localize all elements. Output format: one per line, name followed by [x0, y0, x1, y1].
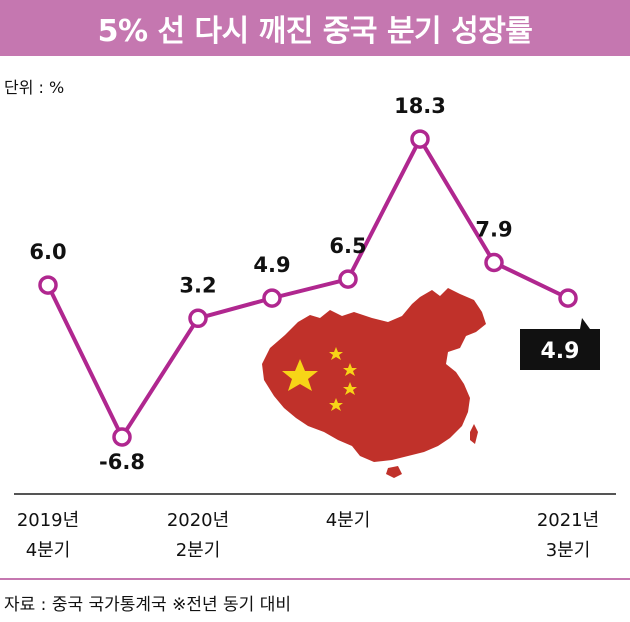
x-tick-label: 3분기	[546, 540, 591, 561]
title-bar: 5% 선 다시 깨진 중국 분기 성장률	[0, 0, 630, 56]
data-point	[338, 269, 358, 289]
small-star-icon	[343, 382, 357, 395]
data-label: 6.5	[329, 234, 366, 258]
large-star-icon	[282, 359, 318, 391]
data-point	[188, 308, 208, 329]
callout-box	[520, 318, 600, 370]
taiwan-island	[470, 424, 478, 444]
data-point	[38, 275, 58, 295]
x-tick-label: 2019년	[17, 510, 79, 531]
unit-label: 단위 : %	[4, 78, 65, 97]
x-tick-label: 4분기	[326, 510, 371, 531]
data-point	[410, 129, 430, 149]
data-label: -6.8	[99, 450, 145, 474]
data-point	[558, 288, 578, 308]
source-note: 자료 : 중국 국가통계국 ※전년 동기 대비	[4, 595, 291, 615]
data-point	[262, 288, 282, 308]
x-tick-label: 2분기	[176, 540, 221, 561]
data-point	[484, 252, 504, 273]
data-label: 4.9	[253, 253, 290, 277]
hainan-island	[386, 466, 402, 478]
china-map-shape	[262, 288, 486, 462]
footer-divider	[0, 578, 630, 580]
callout-label: 4.9	[541, 339, 580, 364]
small-star-icon	[343, 363, 357, 376]
x-tick-label: 2021년	[537, 510, 599, 531]
chart-title: 5% 선 다시 깨진 중국 분기 성장률	[97, 14, 533, 49]
data-label: 7.9	[475, 218, 512, 242]
x-tick-label: 2020년	[167, 510, 229, 531]
x-axis-line	[14, 493, 616, 495]
data-label: 18.3	[394, 94, 446, 118]
x-tick-label: 4분기	[26, 540, 71, 561]
small-star-icon	[329, 398, 343, 411]
china-map-illustration	[262, 288, 486, 478]
data-label: 3.2	[179, 273, 216, 297]
series-line	[46, 137, 569, 439]
small-star-icon	[329, 347, 343, 360]
data-label: 6.0	[29, 240, 66, 264]
data-point	[112, 427, 132, 447]
